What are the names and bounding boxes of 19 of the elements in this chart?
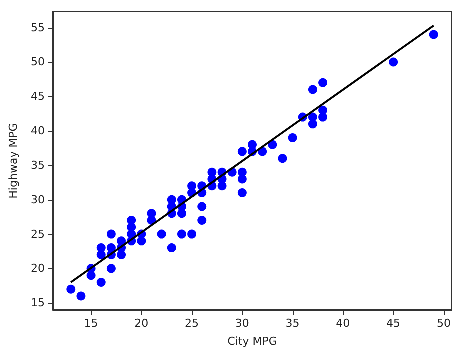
y-tick-label: 20: [31, 262, 45, 276]
x-tick-label: 40: [336, 317, 350, 330]
x-tick-label: 50: [436, 317, 451, 330]
x-axis-title: City MPG: [228, 335, 278, 348]
x-tick-label: 25: [185, 317, 200, 330]
y-axis-title: Highway MPG: [7, 123, 20, 199]
x-tick-label: 15: [84, 317, 98, 330]
y-tick-label: 45: [31, 90, 45, 104]
y-tick-label: 35: [31, 158, 45, 172]
x-tick-label: 30: [235, 317, 250, 330]
x-tick-label: 35: [286, 317, 300, 330]
x-tick-label: 45: [386, 317, 401, 330]
y-tick-label: 25: [31, 228, 45, 241]
y-tick-label: 30: [31, 193, 45, 206]
y-tick-label: 40: [31, 124, 45, 138]
y-tick-label: 55: [31, 21, 45, 34]
y-tick-label: 50: [31, 56, 45, 69]
y-tick-label: 15: [31, 296, 45, 310]
x-tick-label: 20: [134, 317, 149, 330]
